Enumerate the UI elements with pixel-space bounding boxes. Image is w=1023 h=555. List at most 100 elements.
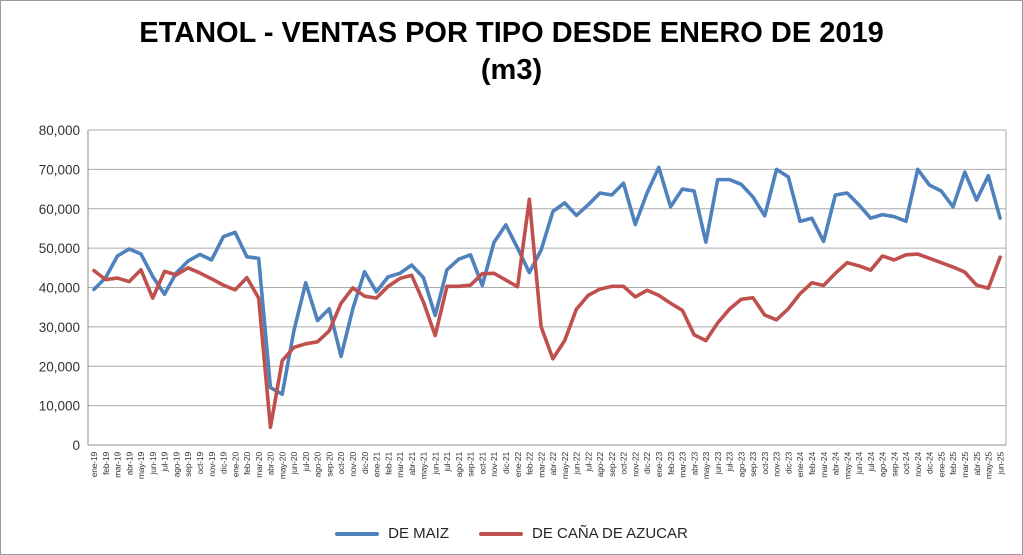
legend-swatch-de-cana-de-azucar bbox=[478, 531, 523, 536]
x-axis-label: jul-22 bbox=[583, 452, 593, 473]
x-axis-label: abr-20 bbox=[266, 452, 276, 476]
x-axis-label: jun-25 bbox=[995, 452, 1005, 476]
x-axis-label: nov-22 bbox=[630, 452, 640, 477]
x-axis-label: jul-21 bbox=[442, 452, 452, 473]
legend-label-de-maiz: DE MAIZ bbox=[388, 525, 449, 542]
x-axis-label: sep-21 bbox=[466, 452, 476, 477]
x-axis-label: jul-24 bbox=[866, 452, 876, 473]
series-line-de-ca-a-de-azucar[interactable] bbox=[92, 197, 1002, 430]
x-axis-label: mar-21 bbox=[395, 452, 405, 478]
y-axis-label: 50,000 bbox=[39, 241, 80, 256]
x-axis-label: nov-20 bbox=[348, 452, 358, 477]
chart-title-line1: ETANOL - VENTAS POR TIPO DESDE ENERO DE … bbox=[139, 17, 884, 49]
y-axis-label: 10,000 bbox=[39, 399, 80, 414]
x-axis-label: ene-20 bbox=[230, 452, 240, 478]
y-axis-label: 70,000 bbox=[39, 162, 80, 177]
x-axis-label: may-23 bbox=[701, 452, 711, 480]
legend-item-de-cana-de-azucar[interactable]: DE CAÑA DE AZUCAR bbox=[478, 525, 688, 542]
x-axis-label: mar-22 bbox=[536, 452, 546, 478]
x-axis-label: jul-19 bbox=[160, 452, 170, 473]
legend: DE MAIZ DE CAÑA DE AZUCAR bbox=[1, 525, 1022, 542]
x-axis-label: jun-22 bbox=[572, 452, 582, 476]
x-axis-label: dic-24 bbox=[925, 452, 935, 474]
x-axis-label: may-20 bbox=[277, 452, 287, 480]
x-axis-label: abr-23 bbox=[689, 452, 699, 476]
y-axis-label: 60,000 bbox=[39, 202, 80, 217]
x-axis-label: sep-20 bbox=[324, 452, 334, 477]
x-axis-label: abr-22 bbox=[548, 452, 558, 476]
x-axis-label: oct-19 bbox=[195, 452, 205, 475]
chart-title: ETANOL - VENTAS POR TIPO DESDE ENERO DE … bbox=[1, 15, 1022, 89]
x-axis-label: jun-19 bbox=[148, 452, 158, 476]
x-axis-label: may-19 bbox=[136, 452, 146, 480]
x-axis-label: nov-23 bbox=[772, 452, 782, 477]
x-axis-label: dic-22 bbox=[642, 452, 652, 474]
x-axis-label: jun-23 bbox=[713, 452, 723, 476]
legend-swatch-de-maiz bbox=[335, 531, 380, 536]
x-axis-label: jun-20 bbox=[289, 452, 299, 476]
x-axis-label: ago-24 bbox=[878, 452, 888, 478]
x-axis-label: may-24 bbox=[842, 452, 852, 480]
x-axis-label: dic-20 bbox=[360, 452, 370, 474]
x-axis-label: feb-23 bbox=[666, 452, 676, 475]
x-axis-label: ene-21 bbox=[372, 452, 382, 478]
x-axis-label: sep-19 bbox=[183, 452, 193, 477]
x-axis-label: sep-24 bbox=[889, 452, 899, 477]
legend-item-de-maiz[interactable]: DE MAIZ bbox=[335, 525, 449, 542]
y-axis-label: 20,000 bbox=[39, 359, 80, 374]
x-axis-label: oct-21 bbox=[477, 452, 487, 475]
x-axis-label: may-22 bbox=[560, 452, 570, 480]
x-axis-label: jul-20 bbox=[301, 452, 311, 473]
x-axis-label: abr-25 bbox=[972, 452, 982, 476]
x-axis-label: jun-21 bbox=[430, 452, 440, 476]
x-axis-label: ene-23 bbox=[654, 452, 664, 478]
x-axis-label: feb-24 bbox=[807, 452, 817, 475]
x-axis-label: abr-19 bbox=[124, 452, 134, 476]
x-axis-label: dic-19 bbox=[219, 452, 229, 474]
x-axis-label: ago-19 bbox=[171, 452, 181, 478]
x-axis-label: ene-25 bbox=[936, 452, 946, 478]
x-axis-label: abr-24 bbox=[831, 452, 841, 476]
x-axis-label: ene-19 bbox=[89, 452, 99, 478]
x-axis-label: oct-24 bbox=[901, 452, 911, 475]
x-axis-label: nov-19 bbox=[207, 452, 217, 477]
series-line-de-maiz[interactable] bbox=[92, 165, 1002, 397]
y-axis-label: 80,000 bbox=[39, 123, 80, 138]
x-axis-label: may-21 bbox=[419, 452, 429, 480]
x-axis-label: feb-22 bbox=[525, 452, 535, 475]
x-axis-label: jul-23 bbox=[725, 452, 735, 473]
x-axis-label: jun-24 bbox=[854, 452, 864, 476]
x-axis-label: feb-21 bbox=[383, 452, 393, 475]
x-axis-label: feb-19 bbox=[101, 452, 111, 475]
x-axis-label: ene-22 bbox=[513, 452, 523, 478]
chart-title-line2: (m3) bbox=[480, 54, 543, 86]
x-axis-label: oct-20 bbox=[336, 452, 346, 475]
x-axis-label: mar-24 bbox=[819, 452, 829, 478]
x-axis-label: feb-20 bbox=[242, 452, 252, 475]
x-axis-label: sep-23 bbox=[748, 452, 758, 477]
x-axis-label: ago-20 bbox=[313, 452, 323, 478]
x-axis-label: mar-23 bbox=[678, 452, 688, 478]
x-axis-label: nov-24 bbox=[913, 452, 923, 477]
x-axis-label: oct-22 bbox=[619, 452, 629, 475]
x-axis-label: nov-21 bbox=[489, 452, 499, 477]
x-axis-label: ago-23 bbox=[736, 452, 746, 478]
x-axis-label: oct-23 bbox=[760, 452, 770, 475]
y-axis-label: 0 bbox=[72, 438, 80, 453]
x-axis-label: ene-24 bbox=[795, 452, 805, 478]
x-axis-label: mar-19 bbox=[113, 452, 123, 478]
x-axis-label: feb-25 bbox=[948, 452, 958, 475]
x-axis-label: mar-25 bbox=[960, 452, 970, 478]
x-axis-label: sep-22 bbox=[607, 452, 617, 477]
y-axis-label: 40,000 bbox=[39, 281, 80, 296]
x-axis-label: ago-22 bbox=[595, 452, 605, 478]
x-axis-label: may-25 bbox=[984, 452, 994, 480]
legend-label-de-cana-de-azucar: DE CAÑA DE AZUCAR bbox=[531, 525, 688, 542]
y-axis-label: 30,000 bbox=[39, 320, 80, 335]
x-axis-label: abr-21 bbox=[407, 452, 417, 476]
x-axis-label: dic-21 bbox=[501, 452, 511, 474]
x-axis-label: ago-21 bbox=[454, 452, 464, 478]
x-axis-label: mar-20 bbox=[254, 452, 264, 478]
